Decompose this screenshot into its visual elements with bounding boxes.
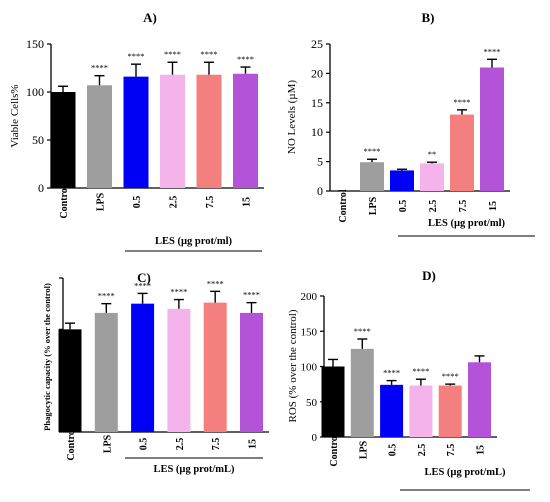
group-label: LES (µg prot/ml): [155, 236, 233, 247]
category-label: 0.5: [388, 444, 399, 457]
group-label: LES (µg prot/mL): [424, 467, 506, 478]
significance-label: ****: [164, 49, 181, 59]
category-label: Control: [329, 433, 340, 466]
y-tick-label: 150: [301, 326, 318, 338]
bar-0.5: [123, 76, 149, 188]
y-tick-label: 100: [301, 362, 318, 374]
bar-15: [233, 73, 258, 188]
category-label: Control: [66, 427, 77, 460]
bar-Control: [58, 329, 82, 432]
bar-15: [240, 312, 263, 432]
category-label: 2.5: [417, 444, 428, 457]
category-label: LPS: [96, 192, 107, 211]
chart-panel-3: C) Phagocytic capacity (% over the contro…: [42, 270, 269, 475]
bar-2.5: [409, 385, 433, 437]
significance-label: ****: [170, 287, 187, 297]
bar-2.5: [160, 74, 185, 188]
category-label: 15: [488, 201, 499, 211]
significance-label: ****: [201, 49, 218, 59]
significance-label: ****: [237, 54, 254, 64]
bar-Control: [50, 92, 76, 188]
bar-LPS: [87, 85, 112, 188]
panel-title: A): [143, 10, 157, 25]
y-tick-label: 25: [311, 37, 323, 51]
y-tick-label: 150: [26, 37, 44, 51]
significance-label: ****: [243, 290, 260, 300]
significance-label: ****: [383, 368, 400, 378]
group-label: LES (µg prot/mL): [153, 464, 235, 475]
significance-label: ****: [484, 46, 501, 56]
significance-label: ****: [207, 278, 224, 288]
category-label: 0.5: [132, 196, 143, 209]
category-label: 0.5: [398, 200, 409, 213]
category-label: 7.5: [205, 196, 216, 209]
group-label: LES (µg prot/ml): [428, 218, 506, 229]
bar-0.5: [380, 384, 404, 437]
significance-label: ****: [454, 97, 471, 107]
chart-panel-4: D) ROS (% over the control) 0 50 100 150 200 Co…: [287, 268, 530, 491]
bar-7.5: [203, 302, 227, 432]
chart-panel-2: B) NO Levels (µM) 0 5 10 15 20 25 Control **** LPS…: [286, 10, 535, 237]
bar-15: [480, 67, 504, 191]
panel-title: D): [422, 268, 436, 283]
category-label: 7.5: [211, 438, 222, 451]
y-tick-label: 200: [301, 291, 318, 303]
significance-label: ****: [134, 280, 151, 290]
bar-7.5: [438, 385, 462, 437]
y-tick-label: 0: [317, 184, 323, 198]
y-axis-label: ROS (% over the control): [287, 309, 299, 422]
y-tick-label: 5: [317, 155, 323, 169]
category-label: LPS: [368, 196, 379, 215]
category-label: 2.5: [169, 196, 180, 209]
y-tick-label: 0: [312, 432, 318, 444]
significance-label: ****: [354, 326, 371, 336]
panel-title: B): [422, 10, 435, 25]
bar-7.5: [196, 74, 222, 188]
significance-label: ****: [128, 51, 145, 61]
bar-LPS: [350, 348, 374, 437]
bar-2.5: [167, 308, 191, 432]
y-tick-label: 50: [32, 133, 44, 147]
y-axis-label: NO Levels (µM): [286, 80, 298, 154]
bar-0.5: [390, 170, 414, 191]
y-tick-label: 20: [311, 66, 323, 80]
significance-label: ****: [412, 366, 429, 376]
bar-0.5: [131, 303, 155, 432]
category-label: 15: [242, 197, 253, 207]
category-label: LPS: [102, 434, 113, 453]
chart-panel-1: A) Viable Cells% 0 50 100 150 Control **** LPS **…: [9, 10, 264, 252]
category-label: Control: [59, 185, 70, 218]
category-label: Control: [338, 189, 349, 222]
category-label: LPS: [358, 440, 369, 459]
bar-15: [468, 362, 491, 437]
category-label: 7.5: [458, 200, 469, 213]
category-label: 2.5: [175, 438, 186, 451]
y-tick-label: 50: [306, 397, 318, 409]
bar-7.5: [450, 114, 474, 191]
y-axis-label: Viable Cells%: [9, 84, 21, 147]
category-label: 15: [476, 445, 487, 455]
significance-label: ****: [442, 371, 459, 381]
significance-label: ****: [364, 146, 381, 156]
bar-LPS: [94, 312, 118, 432]
significance-label: **: [428, 149, 437, 159]
significance-label: ****: [91, 63, 108, 73]
bar-2.5: [420, 163, 444, 191]
category-label: 7.5: [446, 444, 457, 457]
y-tick-label: 0: [38, 181, 44, 195]
panel-title: C): [137, 270, 151, 285]
category-label: 15: [248, 439, 259, 449]
category-label: 0.5: [139, 438, 150, 451]
y-axis-label: Phagocytic capacity (% over the control): [42, 283, 52, 431]
bar-LPS: [360, 162, 384, 191]
y-tick-label: 15: [311, 96, 323, 110]
y-tick-label: 10: [311, 125, 323, 139]
significance-label: ****: [98, 291, 115, 301]
bar-Control: [321, 366, 345, 437]
y-tick-label: 100: [26, 85, 44, 99]
category-label: 2.5: [428, 200, 439, 213]
